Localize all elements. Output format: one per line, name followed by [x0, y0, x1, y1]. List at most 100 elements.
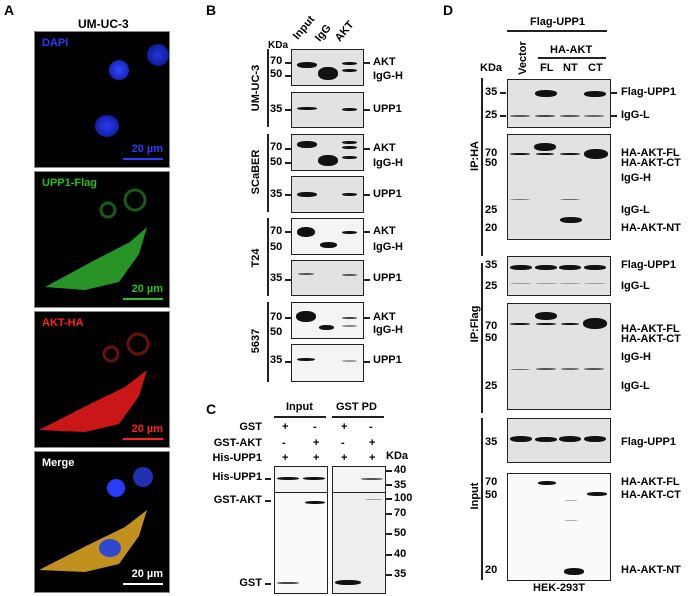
label-flag-upp1: Flag-UPP1 [621, 86, 677, 98]
label-ha-akt-nt: HA-AKT-NT [621, 564, 681, 576]
label-ha-akt-nt: HA-AKT-NT [621, 222, 681, 234]
tick [611, 115, 617, 117]
panel-a-letter: A [4, 2, 15, 18]
marker: 40 [394, 548, 407, 560]
marker: 50 [485, 489, 498, 501]
marker: 70 [485, 476, 498, 488]
akt-ha-label: AKT-HA [42, 317, 84, 329]
header-underline [507, 30, 607, 32]
marker: 35 [270, 272, 283, 284]
marker: 50 [270, 156, 283, 168]
blot-ipha-flag [507, 79, 611, 128]
tick [500, 92, 506, 94]
tick [285, 317, 291, 319]
marker: 35 [270, 188, 283, 200]
marker: 50 [485, 157, 498, 169]
blot-scaber-akt [291, 134, 364, 171]
sign: + [369, 452, 376, 464]
sign: + [313, 452, 320, 464]
label-upp1: UPP1 [373, 188, 402, 200]
marker: 70 [270, 141, 283, 153]
row-gst: GST [239, 421, 262, 433]
sign: - [313, 421, 317, 433]
dapi-image: DAPI 20 µm [34, 31, 170, 168]
bracket [481, 78, 483, 256]
marker: 35 [270, 354, 283, 366]
tick [285, 148, 291, 150]
tick [265, 583, 271, 585]
blot-t24-akt [291, 218, 364, 255]
label-ha-akt-ct: HA-AKT-CT [621, 157, 681, 169]
blot-c-his-input [274, 466, 328, 493]
marker: 50 [270, 326, 283, 338]
scale-bar [123, 158, 163, 160]
lane-akt: AKT [332, 18, 357, 44]
group-underline [332, 416, 384, 418]
label-ha-akt-ct: HA-AKT-CT [621, 489, 681, 501]
scale-bar [123, 583, 163, 585]
lane-input: Input [290, 13, 318, 43]
tick [285, 62, 291, 64]
sign: - [369, 421, 373, 433]
tick [364, 148, 370, 150]
blot-umuc3-upp1 [291, 92, 364, 128]
marker: 35 [485, 259, 498, 271]
marker: 40 [394, 464, 407, 476]
tick [611, 92, 617, 94]
cell-shape [39, 467, 153, 572]
tick [386, 574, 392, 576]
blot-ipflag-flag [507, 256, 611, 296]
blot-ipha-ha [507, 134, 611, 240]
label-akt: AKT [373, 56, 396, 68]
marker: 100 [394, 492, 413, 504]
tick [285, 194, 291, 196]
row-gst-akt: GST-AKT [213, 437, 262, 449]
cellline-scaber: SCaBER [250, 149, 262, 195]
label-akt: AKT [373, 142, 396, 154]
section-input: Input [469, 482, 481, 510]
label-igg-h: IgG-H [373, 157, 403, 169]
header-flag-upp1: Flag-UPP1 [530, 16, 586, 28]
label-upp1: UPP1 [373, 103, 402, 115]
group-input: Input [286, 401, 313, 413]
scale-bar-label: 20 µm [131, 283, 163, 295]
blot-t24-upp1 [291, 260, 364, 296]
kda-label: KDa [268, 40, 289, 51]
merge-label: Merge [42, 457, 75, 469]
label-ha-akt-fl: HA-AKT-FL [621, 323, 680, 335]
nucleus [109, 60, 129, 80]
marker: 20 [485, 222, 498, 234]
bracket [481, 418, 483, 580]
cellline-umuc3: UM-UC-3 [250, 64, 262, 112]
sign: + [369, 437, 376, 449]
blot-umuc3-akt [291, 49, 364, 86]
merge-image: Merge 20 µm [34, 451, 170, 593]
scale-bar-label: 20 µm [131, 143, 163, 155]
scale-bar-label: 20 µm [131, 423, 163, 435]
label-ha-akt-fl: HA-AKT-FL [621, 476, 680, 488]
marker: 50 [485, 332, 498, 344]
tick [364, 62, 370, 64]
label-upp1: UPP1 [373, 354, 402, 366]
tick [285, 361, 291, 363]
marker: 70 [270, 311, 283, 323]
marker: 25 [485, 109, 498, 121]
marker: 25 [485, 204, 498, 216]
marker: 25 [485, 380, 498, 392]
label-ha-akt-ct: HA-AKT-CT [621, 333, 681, 345]
tick [386, 498, 392, 500]
marker: 20 [485, 564, 498, 576]
label-igg-l: IgG-L [621, 109, 650, 121]
bracket [267, 302, 269, 382]
marker: 50 [270, 241, 283, 253]
lane-vector: Vector [517, 41, 529, 75]
group-underline [274, 416, 326, 418]
marker: 70 [485, 320, 498, 332]
label-igg-l: IgG-L [621, 280, 650, 292]
marker: 70 [270, 225, 283, 237]
dapi-label: DAPI [42, 37, 69, 49]
section-ip-flag: IP:Flag [469, 305, 481, 343]
tick [364, 317, 370, 319]
tick [386, 513, 392, 515]
sign: + [341, 421, 348, 433]
